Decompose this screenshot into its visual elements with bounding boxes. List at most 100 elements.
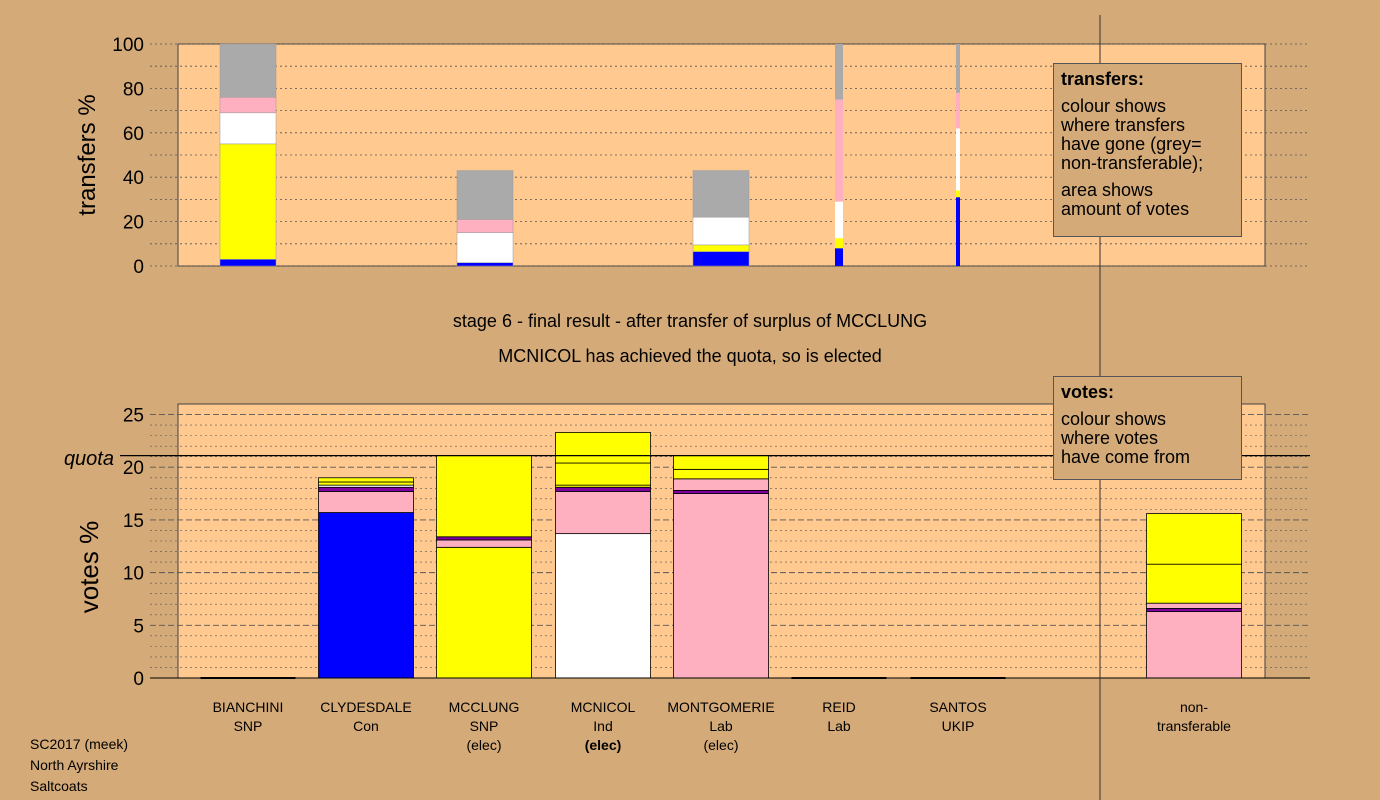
transfers-y-axis: 0 20 40 60 80 100	[112, 35, 144, 278]
transfers-legend-line: non-transferable);	[1061, 153, 1204, 173]
footer-line: SC2017 (meek)	[30, 736, 129, 752]
transfers-bar-segment	[956, 128, 960, 191]
candidate-party: SNP	[233, 718, 263, 734]
transfers-legend-line: have gone (grey=	[1061, 134, 1202, 154]
candidate-status: (elec)	[703, 737, 739, 753]
transfers-legend-line: area shows	[1061, 180, 1154, 200]
votes-tick-label: 5	[133, 616, 144, 637]
votes-bar-segment	[673, 468, 769, 480]
votes-y-axis: 0 5 10 15 20 25	[123, 406, 144, 690]
candidate-party: Ind	[593, 718, 613, 734]
candidate-name: BIANCHINI	[212, 699, 284, 715]
transfers-bar-segment	[219, 112, 277, 145]
candidate-status: (elec)	[584, 737, 622, 753]
votes-tick-label: 25	[123, 406, 144, 427]
transfers-legend-title: transfers:	[1061, 69, 1145, 89]
transfers-bar-segment	[692, 251, 750, 267]
candidate-label-mcnicol: MCNICOL Ind (elec)	[538, 698, 668, 755]
votes-bar-segment	[673, 455, 769, 470]
transfers-bar-segment	[692, 216, 750, 246]
candidate-label-santos: SANTOS UKIP	[893, 698, 1023, 736]
transfers-bar-segment	[456, 219, 514, 233]
votes-bar-segment	[673, 490, 769, 494]
votes-tick-label: 15	[123, 511, 144, 532]
candidate-label-bianchini: BIANCHINI SNP	[183, 698, 313, 736]
votes-bar-segment	[673, 493, 769, 679]
elected-caption: MCNICOL has achieved the quota, so is el…	[498, 346, 882, 366]
transfers-legend: transfers: colour shows where transfers …	[1053, 63, 1242, 237]
votes-legend-line: colour shows	[1061, 409, 1167, 429]
votes-legend-line: have come from	[1061, 447, 1191, 467]
votes-bar-segment	[555, 462, 651, 486]
transfers-tick-label: 80	[123, 79, 144, 100]
candidate-name: REID	[822, 699, 856, 715]
votes-bar-segment	[318, 486, 414, 492]
votes-bar-segment	[1146, 611, 1242, 679]
transfers-bar-segment	[835, 248, 843, 266]
votes-legend-line: where votes	[1061, 428, 1159, 448]
transfers-legend-line: colour shows	[1061, 96, 1167, 116]
candidate-party: Lab	[827, 718, 851, 734]
candidate-label-nontransferable: non- transferable	[1129, 698, 1259, 736]
footer-line: North Ayrshire	[30, 757, 119, 773]
votes-bar-segment	[436, 455, 532, 538]
transfers-bar-segment	[219, 143, 277, 260]
transfers-bar-segment	[835, 238, 843, 249]
candidate-label-reid: REID Lab	[774, 698, 904, 736]
votes-bar-segment	[673, 478, 769, 491]
votes-bar-segment	[1146, 513, 1242, 565]
transfers-bar-segment	[956, 197, 960, 266]
transfers-tick-label: 60	[123, 124, 144, 145]
candidate-name: non-	[1179, 699, 1209, 715]
transfers-bar-segment	[692, 244, 750, 252]
candidate-party: SNP	[469, 718, 499, 734]
votes-bar-segment	[1146, 608, 1242, 613]
votes-legend: votes: colour shows where votes have com…	[1053, 376, 1242, 480]
transfers-bar-segment	[219, 97, 277, 114]
footer-line: Saltcoats	[30, 778, 88, 794]
votes-bar-segment	[555, 432, 651, 464]
votes-bar-segment	[318, 477, 414, 483]
candidate-name: SANTOS	[929, 699, 987, 715]
candidate-label-montgomerie: MONTGOMERIE Lab (elec)	[656, 698, 786, 755]
candidate-party: Con	[353, 718, 379, 734]
candidate-name: MONTGOMERIE	[667, 699, 775, 715]
transfers-bar-segment	[835, 201, 843, 239]
votes-tick-label: 10	[123, 564, 144, 585]
votes-plot	[120, 432, 1310, 679]
votes-tick-label: 20	[123, 458, 144, 479]
transfers-legend-line: amount of votes	[1061, 199, 1190, 219]
votes-bar-segment	[436, 546, 532, 679]
transfers-bar-segment	[456, 262, 514, 267]
candidate-label-mcclung: MCCLUNG SNP (elec)	[419, 698, 549, 755]
votes-bar-segment	[436, 539, 532, 548]
candidate-party: Lab	[709, 718, 733, 734]
transfers-tick-label: 100	[112, 35, 144, 56]
transfers-bar-segment	[835, 44, 843, 100]
footer-info: SC2017 (meek) North Ayrshire Saltcoats	[30, 734, 128, 797]
votes-bar-segment	[1146, 602, 1242, 609]
candidate-label-clydesdale: CLYDESDALE Con	[301, 698, 431, 736]
candidate-party: UKIP	[941, 718, 975, 734]
transfers-bar-segment	[956, 44, 960, 93]
transfers-plot	[219, 43, 960, 267]
transfers-bar-segment	[956, 190, 960, 198]
candidate-name: MCCLUNG	[448, 699, 520, 715]
transfers-bar-segment	[456, 232, 514, 263]
transfers-bar-segment	[692, 170, 750, 218]
votes-bar-segment	[318, 481, 414, 486]
candidate-party: transferable	[1157, 718, 1231, 734]
transfers-tick-label: 20	[123, 213, 144, 234]
votes-bar-segment	[555, 491, 651, 535]
votes-bar-segment	[555, 486, 651, 492]
votes-bar-segment	[1146, 563, 1242, 604]
candidate-name: CLYDESDALE	[320, 699, 412, 715]
transfers-bar-segment	[835, 99, 843, 202]
transfers-bar-segment	[219, 259, 277, 267]
votes-tick-label: 0	[133, 669, 144, 690]
votes-legend-title: votes:	[1061, 382, 1115, 402]
transfers-tick-label: 0	[133, 257, 144, 278]
votes-bar-segment	[555, 533, 651, 679]
stage-caption: stage 6 - final result - after transfer …	[452, 311, 928, 331]
transfers-legend-line: where transfers	[1061, 115, 1186, 135]
